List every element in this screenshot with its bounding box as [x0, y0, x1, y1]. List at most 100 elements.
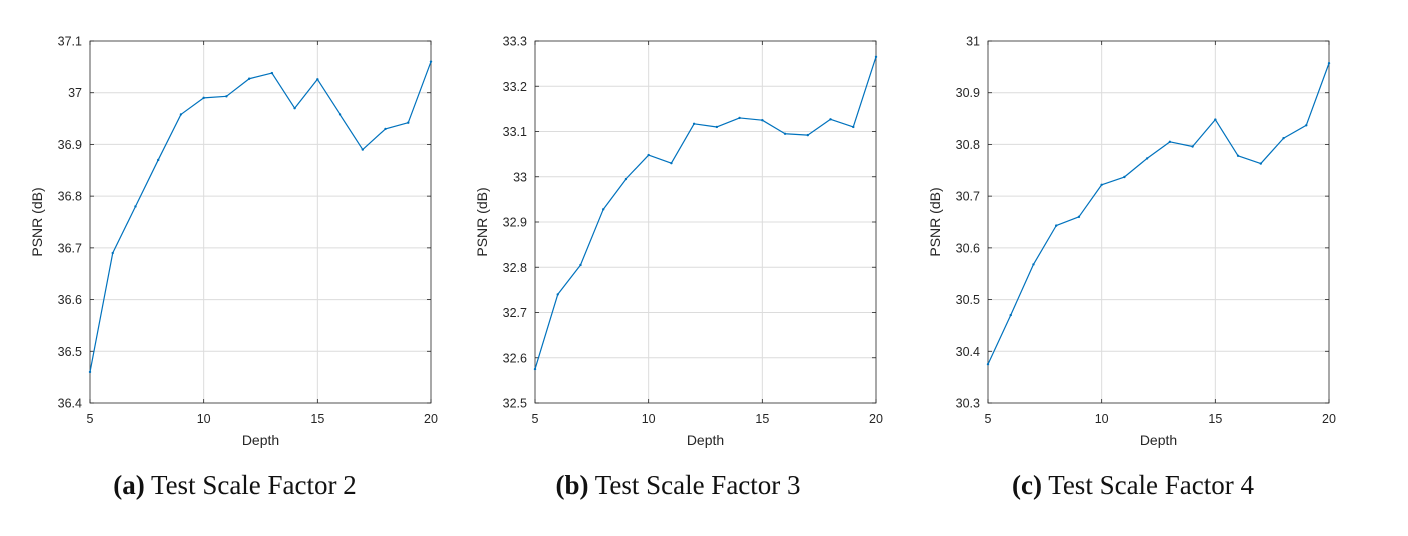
data-point: [1145, 157, 1149, 160]
data-point: [624, 177, 628, 181]
data-point: [316, 78, 319, 81]
y-tick-label: 30.5: [956, 293, 980, 307]
axes-box: [89, 40, 432, 404]
data-point: [1327, 62, 1331, 65]
x-tick-label: 20: [869, 412, 883, 426]
y-axis-label: PSNR (dB): [29, 187, 45, 256]
data-point: [225, 95, 228, 98]
y-axis-label: PSNR (dB): [474, 187, 490, 256]
x-tick-label: 5: [87, 412, 94, 426]
y-tick-label: 32.7: [503, 306, 527, 320]
data-point: [738, 116, 741, 120]
chart-panel-c: 5 10 15 20 30.3 30.4 30.5 30.6 30.7 30.8 30.9 31 Dep…: [927, 35, 1336, 501]
data-point: [384, 127, 387, 131]
y-tick-label: 33.1: [503, 125, 527, 139]
data-point: [1100, 183, 1103, 186]
x-tick-label: 15: [310, 412, 324, 426]
data-point: [852, 125, 855, 129]
x-axis-label: Depth: [1140, 432, 1177, 448]
x-tick-label: 10: [1095, 412, 1109, 426]
y-tick-label: 36.5: [58, 345, 82, 359]
data-point: [1214, 118, 1217, 121]
psnr-series-line: [987, 63, 1330, 365]
y-tick-label: 36.4: [58, 397, 82, 411]
data-point: [157, 158, 160, 162]
y-tick-label: 31: [966, 35, 980, 49]
data-point: [602, 208, 605, 211]
x-tick-label: 10: [642, 412, 656, 426]
data-point: [533, 367, 537, 371]
y-tick-label: 30.4: [956, 345, 980, 359]
y-tick-label: 33.3: [503, 35, 527, 49]
y-tick-label: 36.6: [58, 293, 82, 307]
data-point: [1191, 145, 1194, 148]
figure-caption: (b) Test Scale Factor 3: [555, 470, 800, 500]
caption-text: Test Scale Factor 2: [151, 470, 357, 500]
caption-tag: (c): [1012, 470, 1042, 500]
data-point: [715, 125, 719, 129]
y-tick-label: 37: [68, 86, 82, 100]
data-point: [270, 71, 274, 75]
y-tick-label: 30.6: [956, 241, 980, 255]
caption-text: Test Scale Factor 4: [1048, 470, 1254, 500]
data-point: [361, 148, 364, 151]
x-tick-label: 20: [1322, 412, 1336, 426]
data-point: [670, 161, 673, 165]
y-tick-label: 33: [513, 170, 527, 184]
axes-box: [987, 40, 1330, 404]
data-point: [1282, 137, 1285, 140]
data-point: [407, 121, 410, 124]
caption-tag: (b): [555, 470, 588, 500]
figure-caption: (c) Test Scale Factor 4: [1012, 470, 1255, 500]
y-tick-label: 30.9: [956, 86, 980, 100]
x-tick-label: 20: [424, 412, 438, 426]
data-point: [1259, 162, 1263, 165]
x-tick-label: 15: [755, 412, 769, 426]
data-point: [556, 293, 559, 296]
data-point: [1032, 263, 1035, 266]
data-point: [1236, 154, 1240, 158]
x-axis-label: Depth: [687, 432, 724, 448]
y-tick-label: 30.7: [956, 190, 980, 204]
caption-tag: (a): [113, 470, 144, 500]
data-point: [986, 363, 990, 366]
chart-panel-b: 5 10 15 20 32.5 32.6 32.7 32.8 32.9 33 33.1 33.2 33.…: [474, 35, 883, 501]
data-point: [874, 55, 878, 59]
x-tick-label: 15: [1208, 412, 1222, 426]
plot-area: [90, 41, 431, 403]
figure-caption: (a) Test Scale Factor 2: [113, 470, 357, 500]
data-point: [806, 133, 809, 137]
y-tick-label: 36.8: [58, 190, 82, 204]
chart-panel-a: 5 10 15 20 36.4 36.5 36.6 36.7 36.8 36.9 37 37.1 Dep…: [29, 35, 438, 501]
data-point: [202, 96, 205, 100]
y-tick-label: 33.2: [503, 80, 527, 94]
plot-area: [988, 41, 1329, 403]
data-point: [829, 118, 832, 121]
data-point: [1123, 175, 1126, 179]
y-axis-label: PSNR (dB): [927, 187, 943, 256]
data-point: [338, 113, 342, 116]
y-tick-label: 30.8: [956, 138, 980, 152]
y-tick-label: 32.8: [503, 261, 527, 275]
y-tick-label: 36.9: [58, 138, 82, 152]
x-tick-label: 10: [197, 412, 211, 426]
caption-text: Test Scale Factor 3: [595, 470, 801, 500]
data-point: [1305, 124, 1308, 127]
data-point: [1168, 140, 1172, 144]
data-point: [247, 77, 251, 80]
x-tick-label: 5: [985, 412, 992, 426]
data-point: [134, 205, 137, 208]
y-tick-label: 32.6: [503, 351, 527, 365]
data-point: [1077, 215, 1081, 219]
data-point: [179, 113, 183, 116]
data-point: [293, 107, 296, 110]
x-tick-label: 5: [532, 412, 539, 426]
data-point: [88, 370, 92, 374]
data-point: [429, 60, 433, 63]
x-axis-label: Depth: [242, 432, 279, 448]
data-point: [111, 251, 114, 255]
y-tick-label: 37.1: [58, 35, 82, 49]
y-tick-label: 32.5: [503, 397, 527, 411]
y-tick-label: 36.7: [58, 241, 82, 255]
